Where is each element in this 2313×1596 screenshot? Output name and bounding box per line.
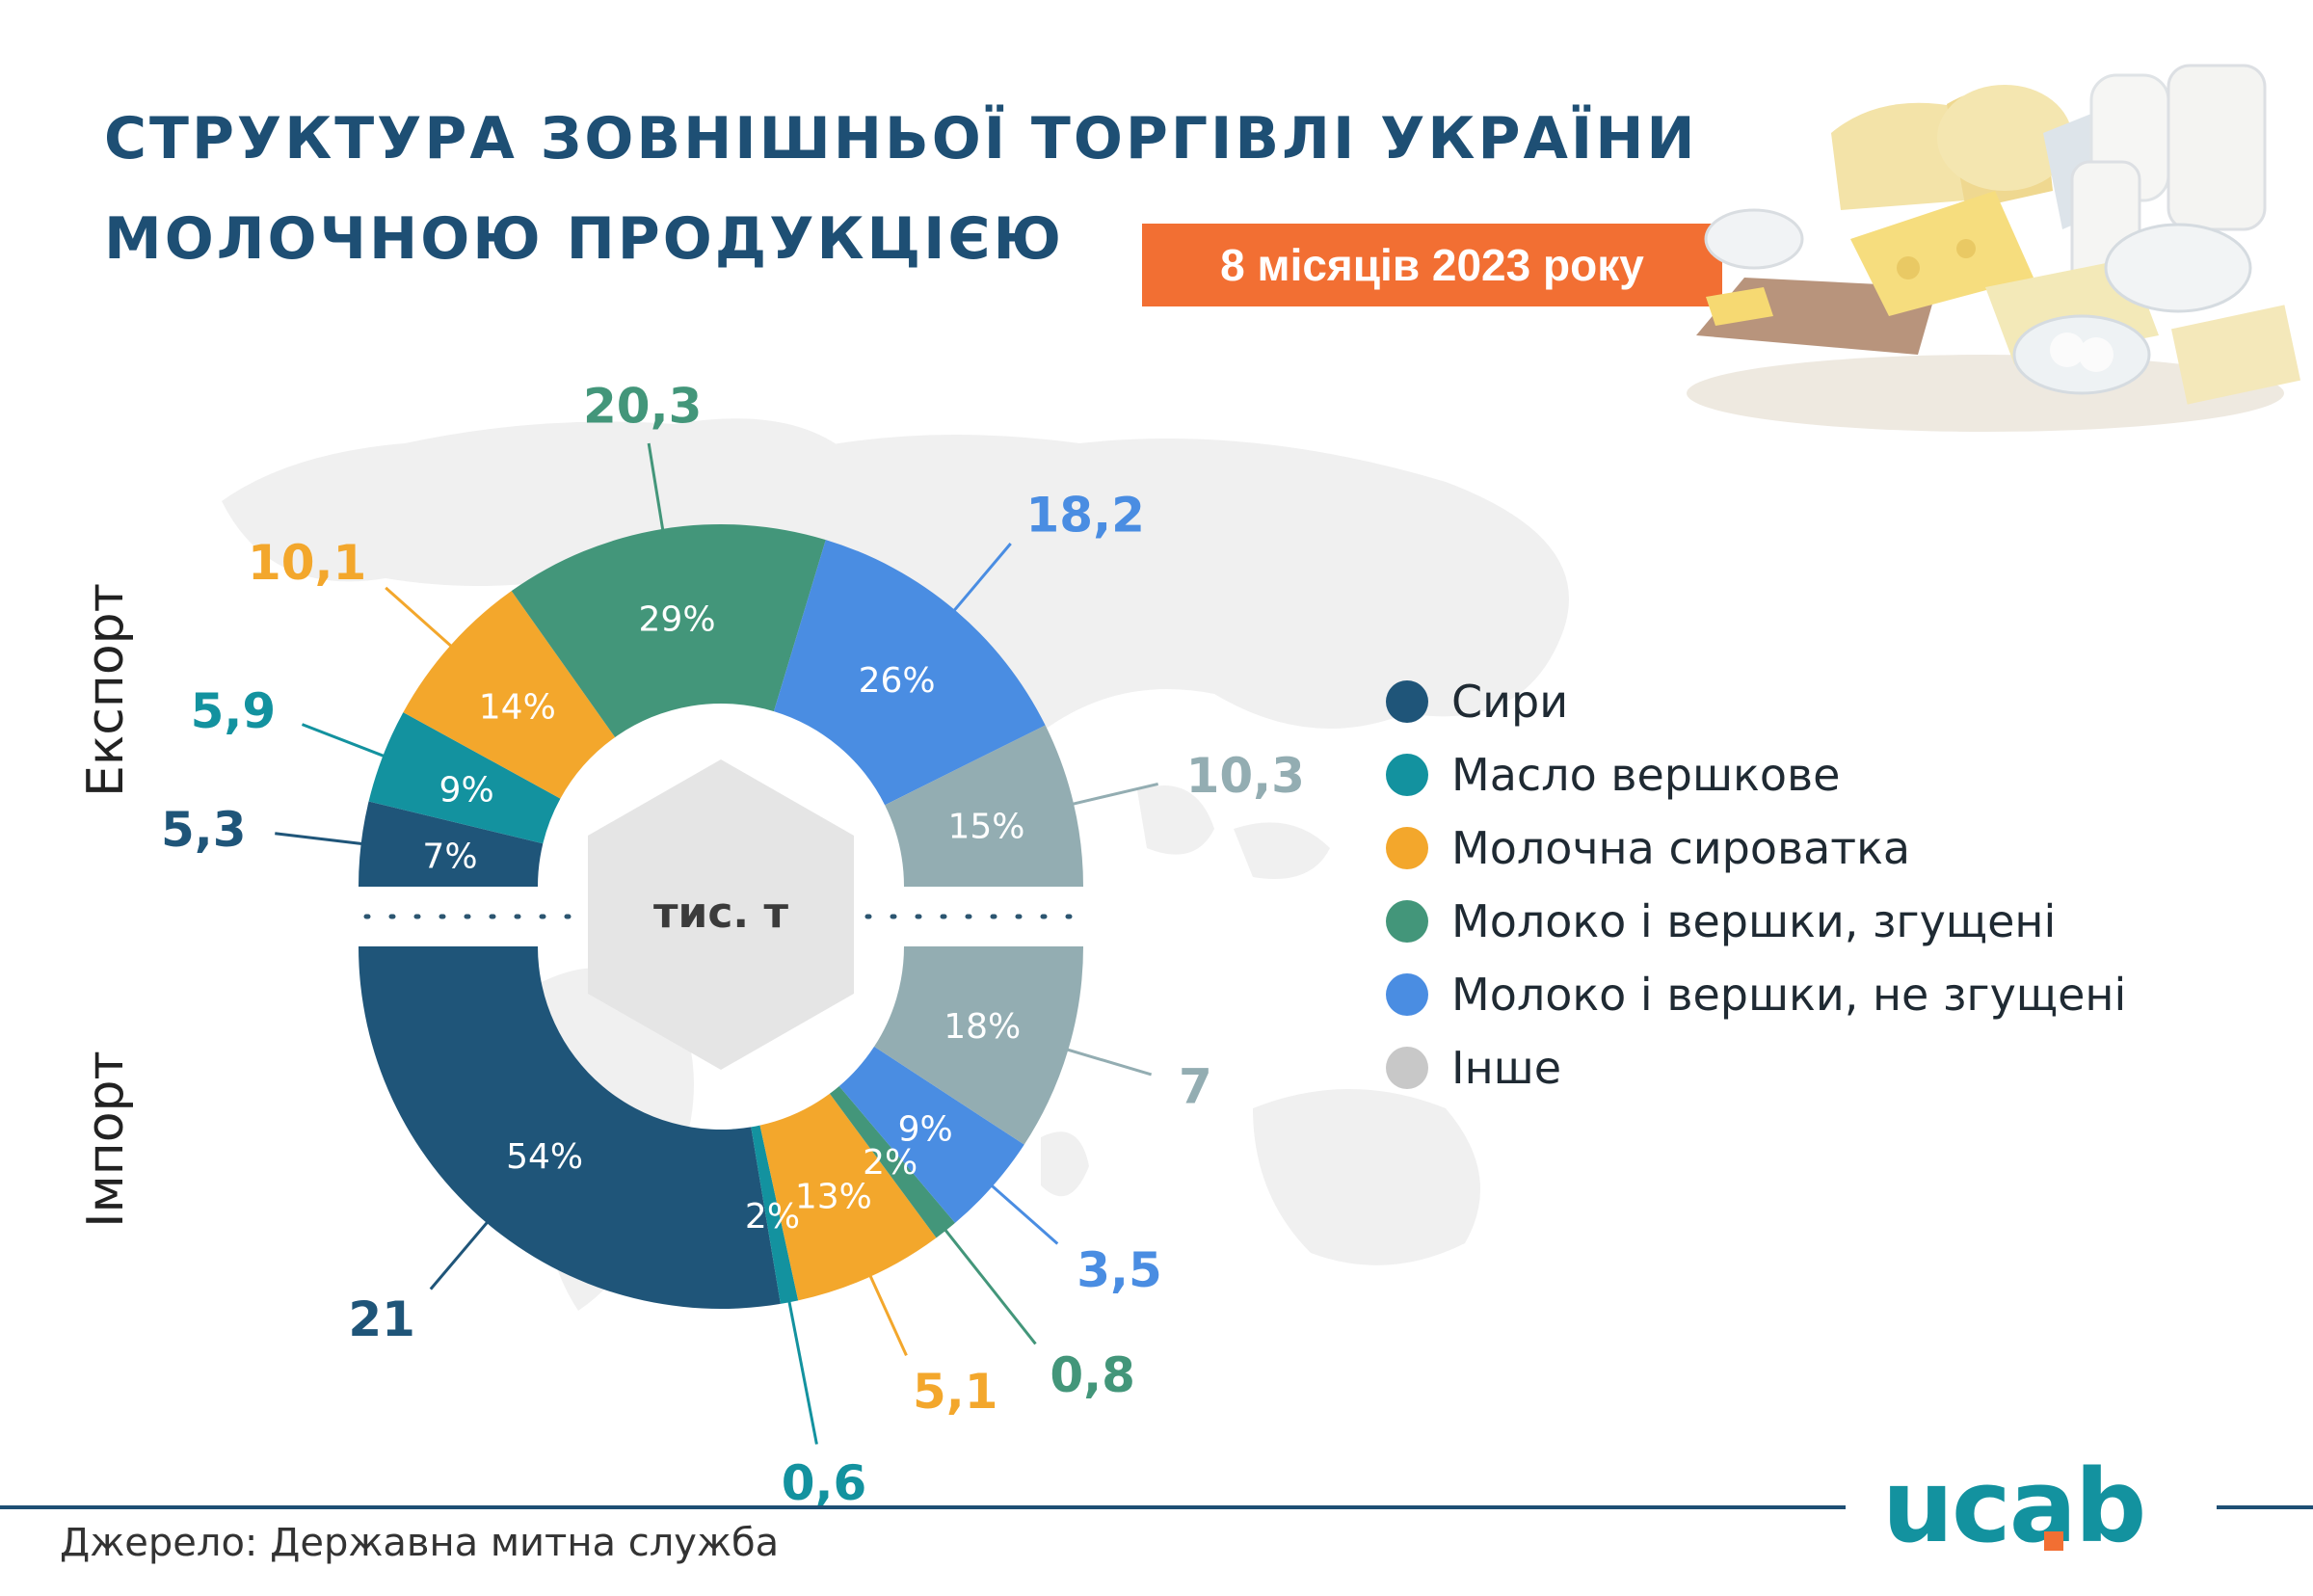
legend-item-сири: Сири — [1386, 665, 2126, 738]
import-масло-вершкове-value-label: 0,6 — [782, 1455, 867, 1511]
legend-swatch — [1386, 973, 1428, 1016]
legend-item-масло-вершкове: Масло вершкове — [1386, 738, 2126, 811]
import-інше-value-label: 7 — [1179, 1058, 1212, 1114]
logo-accent — [2044, 1531, 2063, 1551]
legend-item-молочна-сироватка: Молочна сироватка — [1386, 811, 2126, 885]
import-інше-slice — [874, 946, 1083, 1145]
legend-item-молоко-і-вершки-не-згущені: Молоко і вершки, не згущені — [1386, 958, 2126, 1031]
export-молоко-і-вершки-не-згущені-leader-line — [950, 543, 1012, 614]
legend-label: Молочна сироватка — [1451, 822, 1911, 874]
title-line-2: МОЛОЧНОЮ ПРОДУКЦІЄЮ — [104, 205, 1064, 273]
import-інше-leader-line — [1064, 1047, 1153, 1077]
ucab-logo: ucab — [1882, 1450, 2146, 1565]
import-молоко-і-вершки-не-згущені-slice — [838, 1046, 1024, 1223]
export-молоко-і-вершки-не-згущені-value-label: 18,2 — [1026, 487, 1145, 543]
import-side-label: Імпорт — [77, 1051, 135, 1228]
center-unit-label: тис. т — [653, 889, 788, 938]
export-молоко-і-вершки-згущені-value-label: 20,3 — [583, 379, 702, 435]
export-інше-value-label: 10,3 — [1186, 748, 1305, 804]
import-сири-value-label: 21 — [348, 1291, 415, 1347]
export-молоко-і-вершки-не-згущені-percent-label: 26% — [859, 661, 936, 701]
export-молочна-сироватка-slice — [403, 591, 616, 799]
percent-labels: 7%9%14%29%26%15%54%2%13%2%9%18% — [422, 600, 1024, 1237]
import-молоко-і-вершки-не-згущені-percent-label: 9% — [898, 1109, 953, 1149]
source-note: Джерело: Державна митна служба — [60, 1521, 780, 1565]
import-сири-leader-line — [429, 1218, 491, 1290]
legend-item-молоко-і-вершки-згущені: Молоко і вершки, згущені — [1386, 885, 2126, 958]
export-інше-percent-label: 15% — [947, 807, 1024, 846]
import-масло-вершкове-slice — [751, 1125, 799, 1304]
legend-swatch — [1386, 827, 1428, 869]
import-масло-вершкове-leader-line — [786, 1298, 818, 1445]
export-сири-percent-label: 7% — [422, 837, 477, 876]
import-молоко-і-вершки-не-згущені-value-label: 3,5 — [1077, 1242, 1162, 1298]
import-молоко-і-вершки-згущені-slice — [829, 1085, 956, 1238]
page-title: СТРУКТУРА ЗОВНІШНЬОЇ ТОРГІВЛІ УКРАЇНИ МО… — [104, 89, 1698, 289]
import-молоко-і-вершки-не-згущені-leader-line — [988, 1183, 1059, 1245]
dairy-products-image — [1687, 64, 2301, 432]
import-інше-percent-label: 18% — [944, 1007, 1021, 1047]
export-молочна-сироватка-value-label: 10,1 — [248, 535, 366, 591]
import-молочна-сироватка-leader-line — [867, 1272, 908, 1357]
title-line-1: СТРУКТУРА ЗОВНІШНЬОЇ ТОРГІВЛІ УКРАЇНИ — [104, 105, 1698, 173]
legend-item-інше: Інше — [1386, 1031, 2126, 1104]
export-сири-leader-line — [275, 832, 365, 846]
period-badge: 8 місяців 2023 року — [1142, 224, 1722, 306]
logo-text: ucab — [1882, 1450, 2144, 1565]
legend: Сири Масло вершкове Молочна сироватка Молок… — [1386, 665, 2126, 1104]
import-молоко-і-вершки-згущені-leader-line — [942, 1226, 1037, 1345]
export-slices — [359, 524, 1083, 887]
import-сири-slice — [359, 946, 781, 1309]
export-молоко-і-вершки-згущені-slice — [511, 524, 826, 737]
legend-label: Молоко і вершки, згущені — [1451, 895, 2057, 947]
export-сири-value-label: 5,3 — [161, 802, 247, 858]
export-молоко-і-вершки-згущені-percent-label: 29% — [639, 600, 716, 640]
export-молочна-сироватка-leader-line — [385, 586, 455, 650]
legend-label: Інше — [1451, 1042, 1562, 1094]
value-labels: 5,3 5,9 10,1 20,3 18,2 10,3 21 0,6 5,1 0,8 3,5 7 — [161, 379, 1305, 1511]
export-інше-leader-line — [1069, 782, 1158, 807]
import-молочна-сироватка-value-label: 5,1 — [913, 1364, 998, 1420]
export-масло-вершкове-leader-line — [301, 723, 387, 758]
export-молоко-і-вершки-не-згущені-slice — [773, 540, 1046, 806]
center-hexagon — [588, 759, 854, 1070]
import-молочна-сироватка-percent-label: 13% — [795, 1178, 872, 1217]
leader-lines — [275, 442, 1158, 1445]
import-slices — [359, 946, 1083, 1309]
export-масло-вершкове-slice — [368, 712, 561, 844]
export-інше-slice — [885, 725, 1083, 887]
import-масло-вершкове-percent-label: 2% — [745, 1197, 800, 1237]
export-сири-slice — [359, 801, 544, 887]
export-side-label: Експорт — [77, 583, 135, 797]
legend-label: Молоко і вершки, не згущені — [1451, 969, 2127, 1021]
import-молочна-сироватка-slice — [759, 1093, 937, 1301]
legend-label: Масло вершкове — [1451, 749, 1841, 801]
legend-swatch — [1386, 1047, 1428, 1089]
export-молоко-і-вершки-згущені-leader-line — [647, 442, 665, 534]
export-масло-вершкове-value-label: 5,9 — [191, 683, 277, 739]
legend-label: Сири — [1451, 676, 1569, 728]
import-молоко-і-вершки-згущені-percent-label: 2% — [863, 1143, 917, 1183]
footer-divider — [0, 1505, 1846, 1509]
import-сири-percent-label: 54% — [506, 1137, 583, 1177]
footer-divider-right — [2217, 1505, 2313, 1509]
export-масло-вершкове-percent-label: 9% — [439, 771, 494, 811]
legend-swatch — [1386, 754, 1428, 796]
legend-swatch — [1386, 900, 1428, 943]
export-молочна-сироватка-percent-label: 14% — [479, 688, 556, 728]
legend-swatch — [1386, 680, 1428, 723]
import-молоко-і-вершки-згущені-value-label: 0,8 — [1050, 1347, 1135, 1403]
